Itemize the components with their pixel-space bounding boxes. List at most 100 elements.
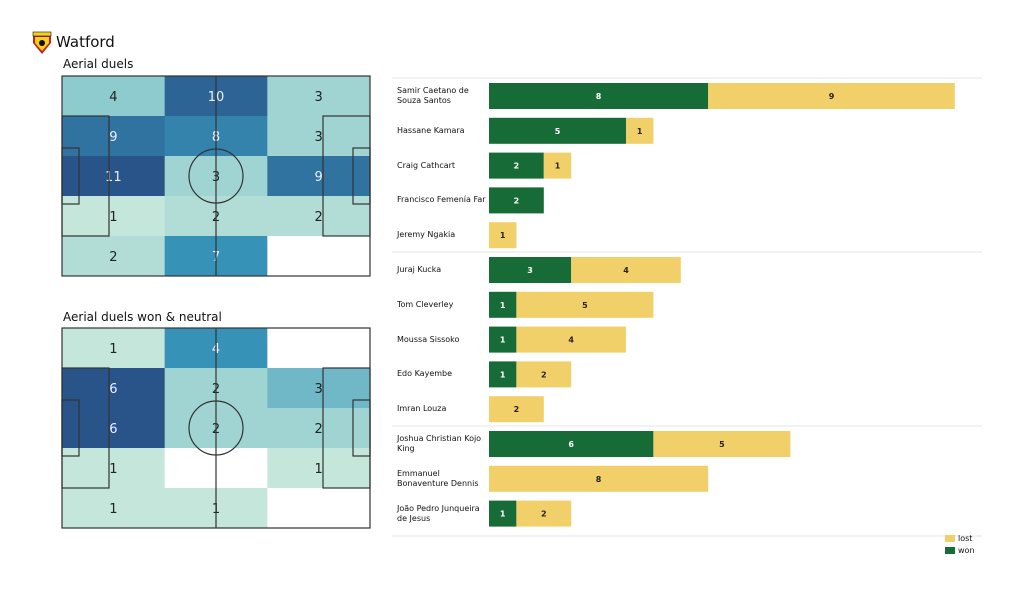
team-name: Watford: [56, 33, 115, 51]
player-label: Samir Caetano de Souza Santos: [397, 86, 469, 105]
heatmap-cell-value: 1: [109, 502, 117, 517]
player-label: Edo Kayembe: [397, 369, 453, 379]
heatmap-title-1: Aerial duels: [63, 57, 134, 71]
player-label: Emmanuel Bonaventure Dennis: [397, 468, 479, 488]
bar-won-label: 1: [500, 301, 506, 310]
heatmap-cell: [267, 236, 371, 277]
bar-lost: [708, 83, 955, 109]
heatmap-cell-value: 1: [109, 462, 117, 477]
heatmap-cell-value: 3: [315, 90, 323, 105]
bar-won-label: 5: [555, 127, 561, 136]
goal-box-left: [61, 399, 80, 457]
bar-won: [489, 117, 626, 144]
bar-won: [489, 83, 709, 109]
bar-lost-label: 5: [719, 440, 725, 449]
bar-lost-label: 4: [623, 266, 629, 275]
bar-won-label: 2: [514, 162, 520, 171]
bar-won: [489, 361, 517, 388]
heatmap-cell-value: 11: [105, 170, 122, 185]
heatmap-cell: [267, 76, 371, 117]
player-label: Imran Louza: [397, 404, 447, 414]
bar-lost-label: 1: [555, 162, 561, 171]
bar-won-label: 1: [500, 510, 506, 519]
bar-chart: 8 9 5 1 2 1 2 1 3 4 1 5 1 4 1 2 2 6 5 8 1 2: [392, 77, 982, 537]
bar-lost: [489, 465, 709, 492]
bar-won: [489, 291, 517, 318]
heatmap-cell-value: 3: [315, 130, 323, 145]
heatmap-cell-value: 2: [109, 250, 117, 265]
bar-won-label: 3: [527, 266, 533, 275]
bar-lost: [516, 500, 572, 527]
bar-lost: [653, 431, 791, 457]
heatmap-cell-value: 2: [315, 210, 323, 225]
bar-lost: [571, 257, 681, 283]
watford-crest-icon: [32, 31, 52, 54]
center-circle: [188, 400, 244, 456]
bar-won-label: 6: [568, 440, 574, 449]
legend-lost-label: lost: [958, 534, 973, 543]
heatmap-cell: [62, 488, 166, 529]
goal-box-left: [61, 147, 80, 205]
heatmap-cell-value: 1: [109, 210, 117, 225]
bar-lost-label: 1: [500, 231, 506, 240]
player-label: Craig Cathcart: [397, 160, 456, 170]
heatmap-title-2: Aerial duels won & neutral: [63, 310, 222, 324]
bar-lost-label: 1: [637, 127, 643, 136]
center-circle: [188, 148, 244, 204]
bar-won-label: 1: [500, 336, 506, 345]
player-label: Hassane Kamara: [397, 125, 465, 135]
heatmap-cell: [62, 236, 166, 277]
player-label: Joshua Christian Kojo King: [397, 434, 482, 453]
heatmap-cell: [267, 488, 371, 529]
bar-won-label: 8: [596, 92, 602, 101]
heatmap-cell-value: 6: [109, 382, 117, 397]
bar-won: [489, 257, 572, 283]
bar-lost: [516, 361, 572, 388]
bar-lost-label: 8: [596, 475, 602, 484]
player-label: Moussa Sissoko: [397, 334, 460, 344]
heatmap-cell-value: 9: [315, 170, 323, 185]
heatmap-cell-value: 4: [109, 90, 117, 105]
bar-won: [489, 187, 544, 214]
bar-lost: [626, 117, 654, 144]
bar-won-label: 2: [514, 196, 520, 205]
player-label: João Pedro Junqueira de Jesus: [397, 503, 480, 523]
heatmap-cell: [62, 76, 166, 117]
legend-lost-swatch: [945, 535, 955, 542]
legend-won-swatch: [945, 547, 955, 554]
heatmap-cell: [62, 328, 166, 369]
bar-won: [489, 431, 654, 457]
bar-lost: [516, 291, 654, 318]
bar-lost-label: 5: [582, 301, 588, 310]
bar-lost-label: 4: [568, 336, 574, 345]
bar-lost-label: 2: [541, 510, 547, 519]
bar-lost-label: 2: [541, 370, 547, 379]
bar-lost: [543, 152, 572, 179]
heatmap-cell: [267, 328, 371, 369]
bar-won: [489, 326, 517, 353]
bar-lost: [489, 222, 517, 249]
player-label: Francisco Femenía Far: [397, 195, 486, 205]
heatmap-aerial-won-neutral: 1 46 2 36 2 21 11 1: [61, 327, 371, 529]
bar-lost: [516, 326, 626, 353]
goal-box-right: [352, 147, 371, 205]
heatmap-aerial-duels: 4 10 39 8 311 3 91 2 22 7: [61, 75, 371, 277]
bar-lost: [489, 396, 544, 423]
heatmap-cell-value: 9: [109, 130, 117, 145]
bar-lost-label: 2: [514, 405, 520, 414]
bar-lost-label: 9: [829, 92, 835, 101]
player-label: Jeremy Ngakia: [397, 230, 456, 240]
bar-won: [489, 152, 544, 179]
bar-won-label: 1: [500, 370, 506, 379]
heatmap-cell-value: 6: [109, 422, 117, 437]
bar-won: [489, 500, 517, 527]
heatmap-cell-value: 1: [315, 462, 323, 477]
player-label: Tom Cleverley: [397, 299, 454, 309]
heatmap-cell-value: 1: [109, 342, 117, 357]
legend-won-label: won: [958, 546, 975, 555]
player-label: Juraj Kucka: [397, 265, 442, 274]
goal-box-right: [352, 399, 371, 457]
heatmap-cell-value: 2: [315, 422, 323, 437]
heatmap-cell-value: 3: [315, 382, 323, 397]
